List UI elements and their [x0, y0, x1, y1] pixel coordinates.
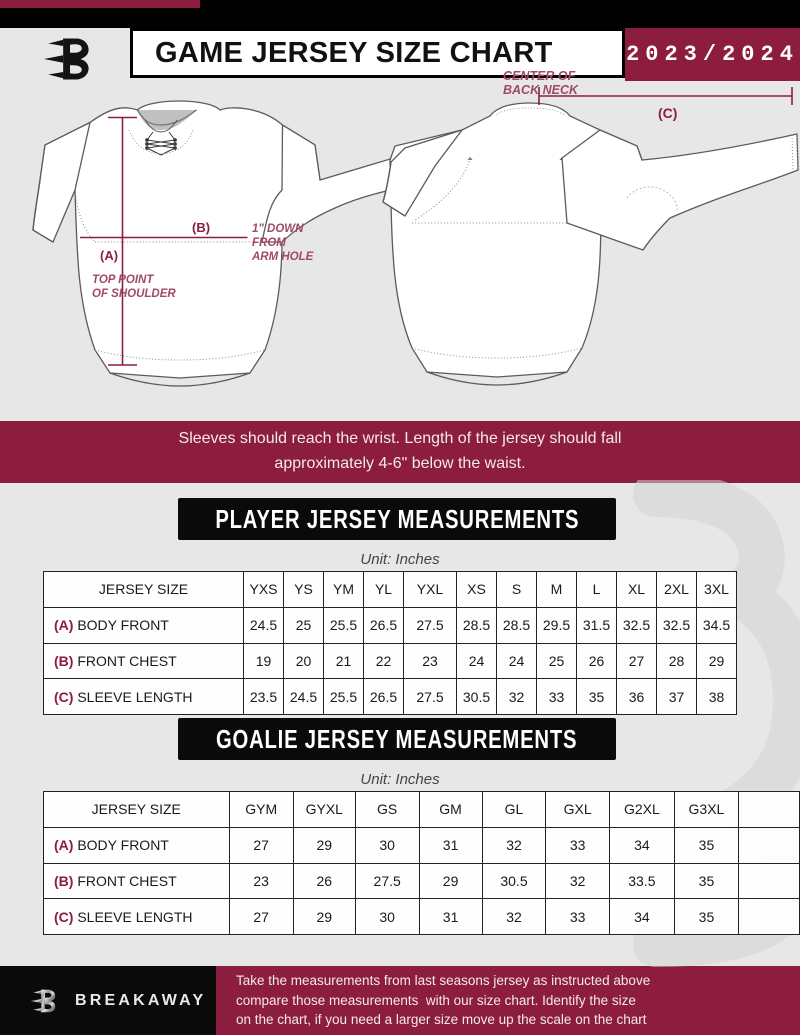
svg-text:1" DOWN: 1" DOWN	[252, 223, 304, 235]
svg-text:OF SHOULDER: OF SHOULDER	[92, 288, 176, 300]
svg-text:FROM: FROM	[252, 237, 286, 249]
svg-text:TOP POINT: TOP POINT	[92, 274, 154, 286]
svg-text:(C): (C)	[658, 105, 677, 121]
svg-text:(B): (B)	[192, 220, 210, 235]
svg-text:ARM HOLE: ARM HOLE	[251, 251, 314, 263]
svg-text:CENTER OF: CENTER OF	[503, 69, 576, 83]
svg-text:(A): (A)	[100, 248, 118, 263]
svg-text:BACK NECK: BACK NECK	[503, 83, 579, 97]
